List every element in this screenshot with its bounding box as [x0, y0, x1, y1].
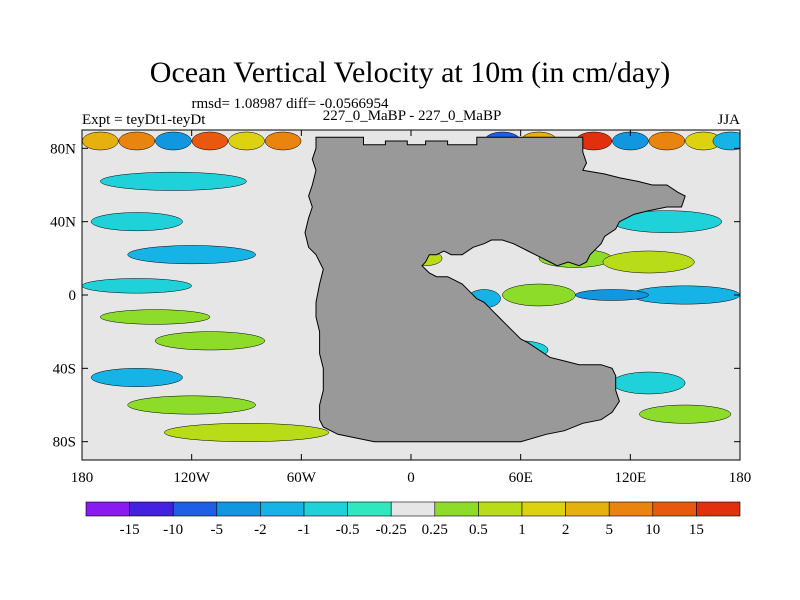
case-label: 227_0_MaBP - 227_0_MaBP [323, 108, 502, 124]
colorbar-swatch-6 [347, 501, 392, 517]
colorbar-swatch-5 [303, 501, 348, 517]
anomaly-patch-5 [575, 289, 649, 301]
arctic-patch-10 [648, 131, 686, 151]
anomaly-patch-18 [100, 171, 247, 191]
arctic-patch-3 [191, 131, 229, 151]
x-tick-label: 180 [729, 470, 752, 486]
colorbar-label: -0.25 [376, 522, 407, 538]
land-mass [304, 136, 686, 443]
arctic-patch-2 [155, 131, 192, 151]
anomaly-patch-15 [611, 371, 686, 395]
map-plot-area [82, 130, 740, 460]
arctic-patch-0 [82, 131, 119, 151]
colorbar-swatch-9 [478, 501, 523, 517]
anomaly-patch-12 [90, 368, 183, 387]
anomaly-patch-9 [82, 278, 192, 294]
anomaly-patch-7 [90, 212, 183, 232]
stats-line: rmsd= 1.08987 diff= -0.0566954 [191, 96, 389, 112]
colorbar-label: 5 [605, 522, 613, 538]
x-tick-label: 0 [407, 470, 415, 486]
colorbar: -15 -10 -5 -2 -1 -0.5 -0.25 0.25 0.5 1 2 5 10 15 [85, 501, 741, 538]
anomaly-patch-10 [100, 309, 211, 325]
anomaly-patch-13 [127, 395, 256, 415]
y-tick-label: 80S [53, 435, 76, 451]
season-label: JJA [717, 112, 740, 128]
arctic-patch-12 [712, 131, 740, 151]
colorbar-label: 10 [645, 522, 660, 538]
colorbar-label: -2 [254, 522, 267, 538]
anomaly-patch-16 [639, 404, 732, 424]
colorbar-swatch-1 [129, 501, 174, 517]
colorbar-label: 15 [689, 522, 704, 538]
colorbar-swatch-2 [172, 501, 218, 517]
colorbar-label: -0.5 [336, 522, 360, 538]
colorbar-label: 1 [518, 522, 526, 538]
colorbar-swatch-0 [85, 501, 130, 517]
colorbar-label: -10 [163, 522, 183, 538]
colorbar-label: -1 [298, 522, 311, 538]
x-tick-label: 60E [509, 470, 533, 486]
x-tick-label: 120W [173, 470, 211, 486]
y-axis: 80N 40N 0 40S 80S [50, 141, 740, 451]
anomaly-patch-6 [502, 283, 576, 307]
y-tick-label: 0 [69, 288, 77, 304]
x-tick-label: 60W [287, 470, 317, 486]
colorbar-swatch-4 [260, 501, 305, 517]
colorbar-swatch-12 [608, 501, 654, 517]
experiment-label: Expt = teyDt1-teyDt [82, 112, 206, 128]
y-tick-label: 40N [50, 215, 76, 231]
x-axis: 180 120W 60W 0 60E 120E 180 [71, 130, 752, 486]
arctic-band-layer [82, 131, 740, 151]
anomaly-patch-11 [154, 331, 266, 351]
colorbar-swatch-8 [434, 501, 479, 517]
x-tick-label: 180 [71, 470, 94, 486]
colorbar-swatch-7 [390, 501, 436, 517]
y-tick-label: 40S [53, 361, 76, 377]
arctic-patch-4 [228, 131, 265, 151]
colorbar-swatch-3 [216, 501, 261, 517]
colorbar-label: 0.5 [469, 522, 488, 538]
arctic-patch-5 [264, 131, 302, 151]
colorbar-swatch-11 [565, 501, 610, 517]
colorbar-label: -15 [120, 522, 140, 538]
colorbar-swatch-14 [696, 501, 741, 517]
colorbar-label: -5 [211, 522, 224, 538]
colorbar-swatch-10 [521, 501, 566, 517]
anomaly-patch-14 [164, 423, 329, 442]
colorbar-label: 0.25 [422, 522, 448, 538]
anomaly-patch-8 [127, 245, 256, 265]
colorbar-swatch-13 [652, 501, 697, 517]
x-tick-label: 120E [614, 470, 646, 486]
chart-title: Ocean Vertical Velocity at 10m (in cm/da… [150, 56, 670, 89]
y-tick-label: 80N [50, 141, 76, 157]
colorbar-label: 2 [562, 522, 570, 538]
arctic-patch-1 [118, 131, 156, 151]
anomaly-patch-3 [602, 250, 695, 274]
